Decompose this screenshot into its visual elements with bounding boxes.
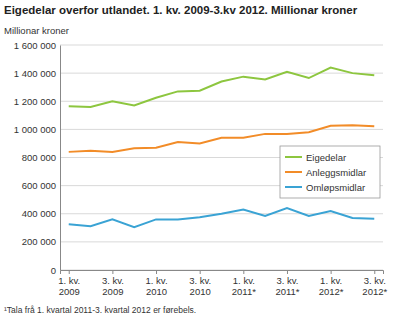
grid-line (60, 241, 383, 242)
footnote: ¹Tala frå 1. kvartal 2011-3. kvartal 201… (4, 305, 196, 315)
y-tick-label: 1 000 000 (14, 124, 56, 135)
x-tick: 3. kv.2011* (275, 270, 299, 297)
y-tick: 1 400 000 (14, 68, 60, 79)
legend-box (280, 146, 380, 198)
legend: Eigedelar Anleggsmidlar Omløpsmidlar (280, 146, 380, 198)
x-tick-mark (287, 270, 288, 274)
grid-line (60, 129, 383, 130)
y-axis: 0 200 000 400 000 600 000 800 000 1 000 000 1 … (14, 40, 61, 276)
x-tick-label: 3. kv.2010 (189, 275, 211, 297)
grid-line (60, 45, 383, 46)
x-axis: 1. kv.2009 3. kv.2009 1. kv.2010 3. kv.2010… (58, 270, 387, 297)
x-tick-label: 1. kv.2012* (319, 275, 344, 297)
x-tick-mark (156, 270, 157, 274)
x-tick: 1. kv.2010 (146, 270, 168, 297)
x-tick: 3. kv.2010 (189, 270, 211, 297)
legend-label: Omløpsmidlar (306, 182, 365, 193)
y-tick: 800 000 (22, 152, 60, 163)
legend-swatch (285, 186, 302, 188)
x-tick: 1. kv.2012* (319, 270, 344, 297)
y-tick: 400 000 (22, 208, 60, 219)
y-tick-label: 1 200 000 (14, 96, 56, 107)
series-line (69, 68, 375, 107)
x-tick-label: 1. kv.2010 (146, 275, 168, 297)
x-tick: 3. kv.2009 (102, 270, 124, 297)
x-tick: 1. kv.2011* (232, 270, 256, 297)
series-line (69, 208, 375, 227)
y-tick: 1 200 000 (14, 96, 60, 107)
grid-line (60, 73, 383, 74)
y-tick: 1 000 000 (14, 124, 60, 135)
y-tick-label: 0 (51, 265, 56, 276)
grid (60, 45, 383, 270)
x-axis-line (61, 271, 384, 275)
y-tick-label: 800 000 (22, 152, 56, 163)
x-tick-mark (69, 270, 70, 274)
legend-label: Anleggsmidlar (306, 167, 366, 178)
y-axis-title: Millionar kroner (4, 25, 69, 36)
x-tick-mark (331, 270, 332, 274)
x-tick: 3. kv.2012* (362, 270, 387, 297)
title: Eigedelar overfor utlandet. 1. kv. 2009-… (4, 4, 358, 16)
x-tick: 1. kv.2009 (58, 270, 80, 297)
x-tick-label: 3. kv.2012* (362, 275, 387, 297)
x-tick-mark (243, 270, 244, 274)
x-tick-label: 3. kv.2009 (102, 275, 124, 297)
chart: Eigedelar overfor utlandet. 1. kv. 2009-… (0, 0, 395, 317)
y-tick-label: 1 600 000 (14, 40, 56, 51)
y-tick-label: 1 400 000 (14, 68, 56, 79)
x-tick-mark (112, 270, 113, 274)
y-tick-label: 600 000 (22, 180, 56, 191)
y-axis-line (60, 46, 61, 271)
y-tick-label: 200 000 (22, 236, 56, 247)
x-tick-label: 1. kv.2009 (58, 275, 80, 297)
legend-swatch (285, 156, 302, 158)
x-tick-label: 1. kv.2011* (232, 275, 256, 297)
y-tick: 200 000 (22, 236, 60, 247)
y-tick-label: 400 000 (22, 208, 56, 219)
legend-swatch (285, 171, 302, 173)
y-tick: 1 600 000 (14, 40, 60, 51)
x-tick-label: 3. kv.2011* (275, 275, 299, 297)
x-tick-mark (374, 270, 375, 274)
x-tick-mark (200, 270, 201, 274)
y-tick: 600 000 (22, 180, 60, 191)
legend-label: Eigedelar (306, 152, 346, 163)
